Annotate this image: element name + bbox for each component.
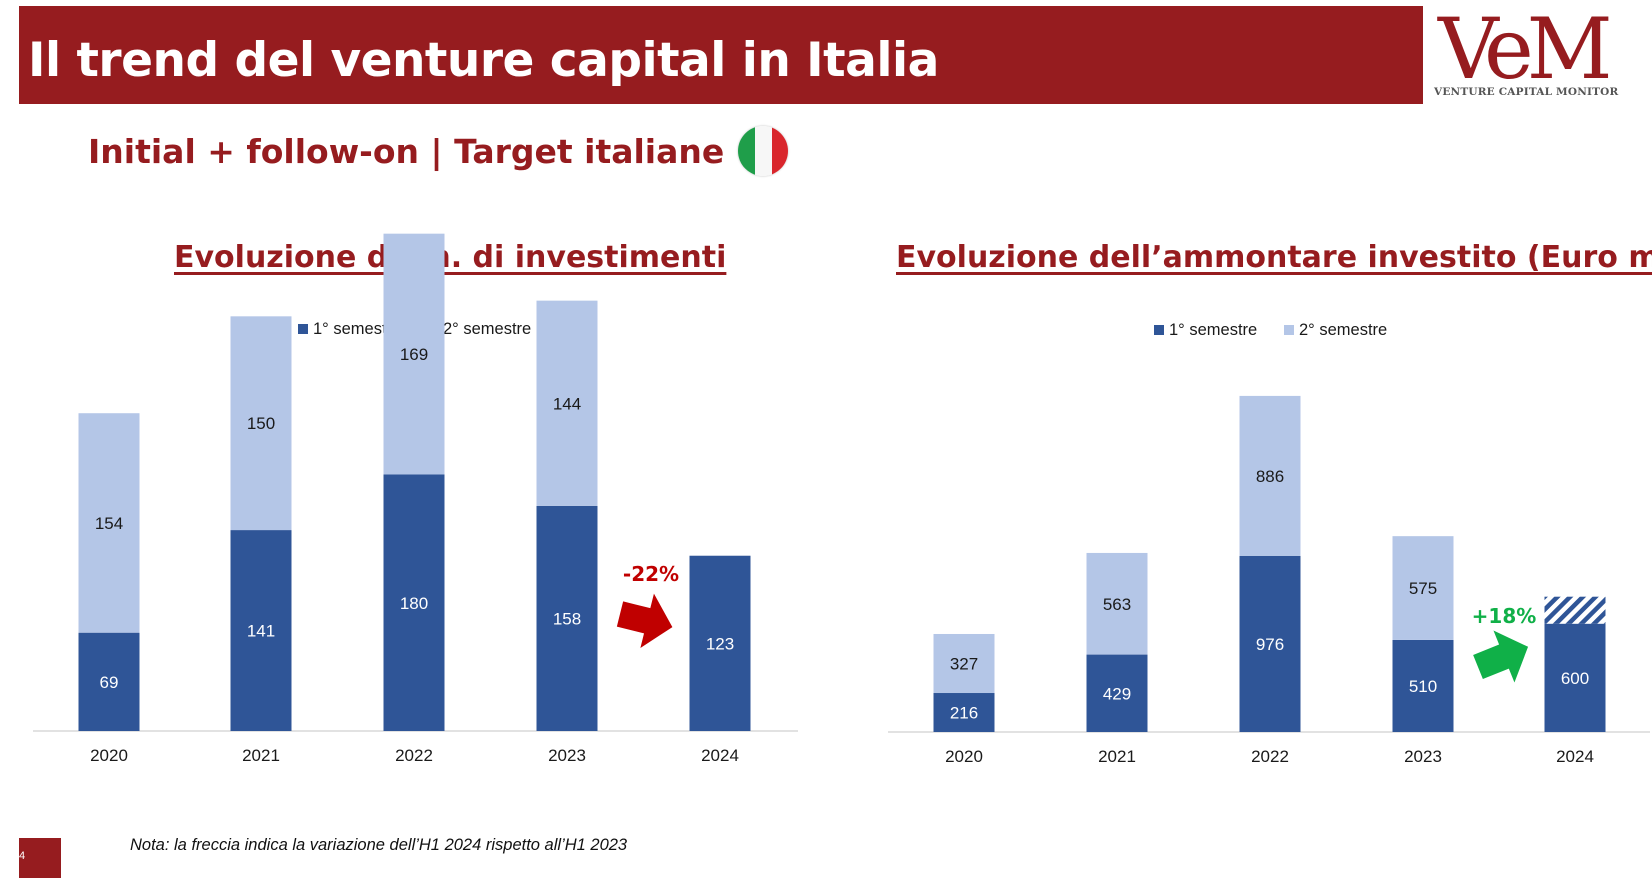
- amt-bar-h2-2023: [1392, 536, 1454, 640]
- page-number-box: 4: [19, 838, 61, 878]
- amt-bar-h1-2023: [1392, 639, 1454, 732]
- amt-bar-h1-2021: [1086, 654, 1148, 732]
- amt-change-arrow-up-icon: [1473, 630, 1529, 683]
- inv-tick-2022: 2022: [395, 746, 433, 765]
- amt-legend-swatch-1: [1154, 325, 1164, 335]
- inv-tick-2020: 2020: [90, 746, 128, 765]
- amt-bar-h1-2024: [1544, 623, 1606, 732]
- page-number: 4: [19, 850, 26, 862]
- amt-bar-h2-estimate-2024: [1544, 596, 1606, 624]
- amt-label-h2-2020: 327: [950, 655, 978, 674]
- amt-legend-label-2: 2° semestre: [1299, 321, 1387, 339]
- amt-legend-swatch-2: [1284, 325, 1294, 335]
- inv-bar-h2-2022: [383, 233, 445, 475]
- inv-legend-label-2: 2° semestre: [443, 320, 531, 338]
- amt-tick-2022: 2022: [1251, 747, 1289, 766]
- inv-label-h2-2021: 150: [247, 414, 275, 433]
- amt-tick-2024: 2024: [1556, 747, 1594, 766]
- subtitle: Initial + follow-on | Target italiane: [88, 131, 725, 171]
- chart-title-amount: Evoluzione dell’ammontare investito (Eur…: [896, 240, 1652, 275]
- amt-label-h2-2022: 886: [1256, 467, 1284, 486]
- amt-tick-2021: 2021: [1098, 747, 1136, 766]
- inv-bar-h1-2022: [383, 474, 445, 731]
- inv-tick-2024: 2024: [701, 746, 739, 765]
- inv-bar-h2-2023: [536, 300, 598, 506]
- inv-legend-swatch-1: [298, 324, 308, 334]
- amt-tick-2023: 2023: [1404, 747, 1442, 766]
- inv-bar-h1-2020: [78, 632, 140, 731]
- inv-label-h1-2022: 180: [400, 594, 428, 613]
- amt-bar-h2-2021: [1086, 552, 1148, 655]
- amt-label-h1-2024: 600: [1561, 669, 1589, 688]
- amt-legend-label-1: 1° semestre: [1169, 321, 1257, 339]
- amt-label-h1-2021: 429: [1103, 684, 1131, 703]
- amt-change-label: +18%: [1472, 604, 1537, 628]
- header-bar: [19, 6, 1423, 104]
- inv-label-h1-2020: 69: [100, 673, 119, 692]
- amt-label-h2-2023: 575: [1409, 579, 1437, 598]
- amt-label-h1-2022: 976: [1256, 635, 1284, 654]
- amt-label-h1-2020: 216: [950, 704, 978, 723]
- amt-bar-h1-2022: [1239, 555, 1301, 732]
- amt-tick-2020: 2020: [945, 747, 983, 766]
- inv-label-h1-2021: 141: [247, 622, 275, 641]
- italy-flag-icon: [738, 126, 789, 176]
- inv-tick-2023: 2023: [548, 746, 586, 765]
- inv-legend-label-1: 1° semestre: [313, 320, 401, 338]
- logo-mark: VeM: [1438, 0, 1613, 98]
- amt-label-h1-2023: 510: [1409, 677, 1437, 696]
- inv-bar-h1-2021: [230, 530, 292, 731]
- inv-label-h1-2023: 158: [553, 609, 581, 628]
- subtitle-row: Initial + follow-on | Target italiane: [88, 126, 789, 176]
- inv-bar-h2-2021: [230, 316, 292, 531]
- inv-change-arrow-down-icon: [616, 593, 673, 648]
- page-title: Il trend del venture capital in Italia: [28, 33, 939, 88]
- amt-label-h2-2021: 563: [1103, 595, 1131, 614]
- inv-bar-h2-2020: [78, 413, 140, 633]
- inv-label-h2-2020: 154: [95, 514, 123, 533]
- inv-change-label: -22%: [623, 562, 679, 586]
- inv-tick-2021: 2021: [242, 746, 280, 765]
- vem-logo: VeM VENTURE CAPITAL MONITOR: [1432, 4, 1619, 100]
- amt-bar-h2-2022: [1239, 395, 1301, 556]
- logo-subtitle: VENTURE CAPITAL MONITOR: [1434, 86, 1619, 98]
- inv-label-h2-2023: 144: [553, 394, 581, 413]
- amt-bar-h2-2020: [933, 633, 995, 694]
- inv-label-h1-2024: 123: [706, 634, 734, 653]
- inv-label-h2-2022: 169: [400, 345, 428, 364]
- amt-bar-h1-2020: [933, 693, 995, 732]
- inv-bar-h1-2023: [536, 505, 598, 731]
- inv-bar-h1-2024: [689, 555, 751, 731]
- footnote: Nota: la freccia indica la variazione de…: [130, 836, 628, 854]
- chart-title-investments: Evoluzione del n. di investimenti: [174, 240, 727, 275]
